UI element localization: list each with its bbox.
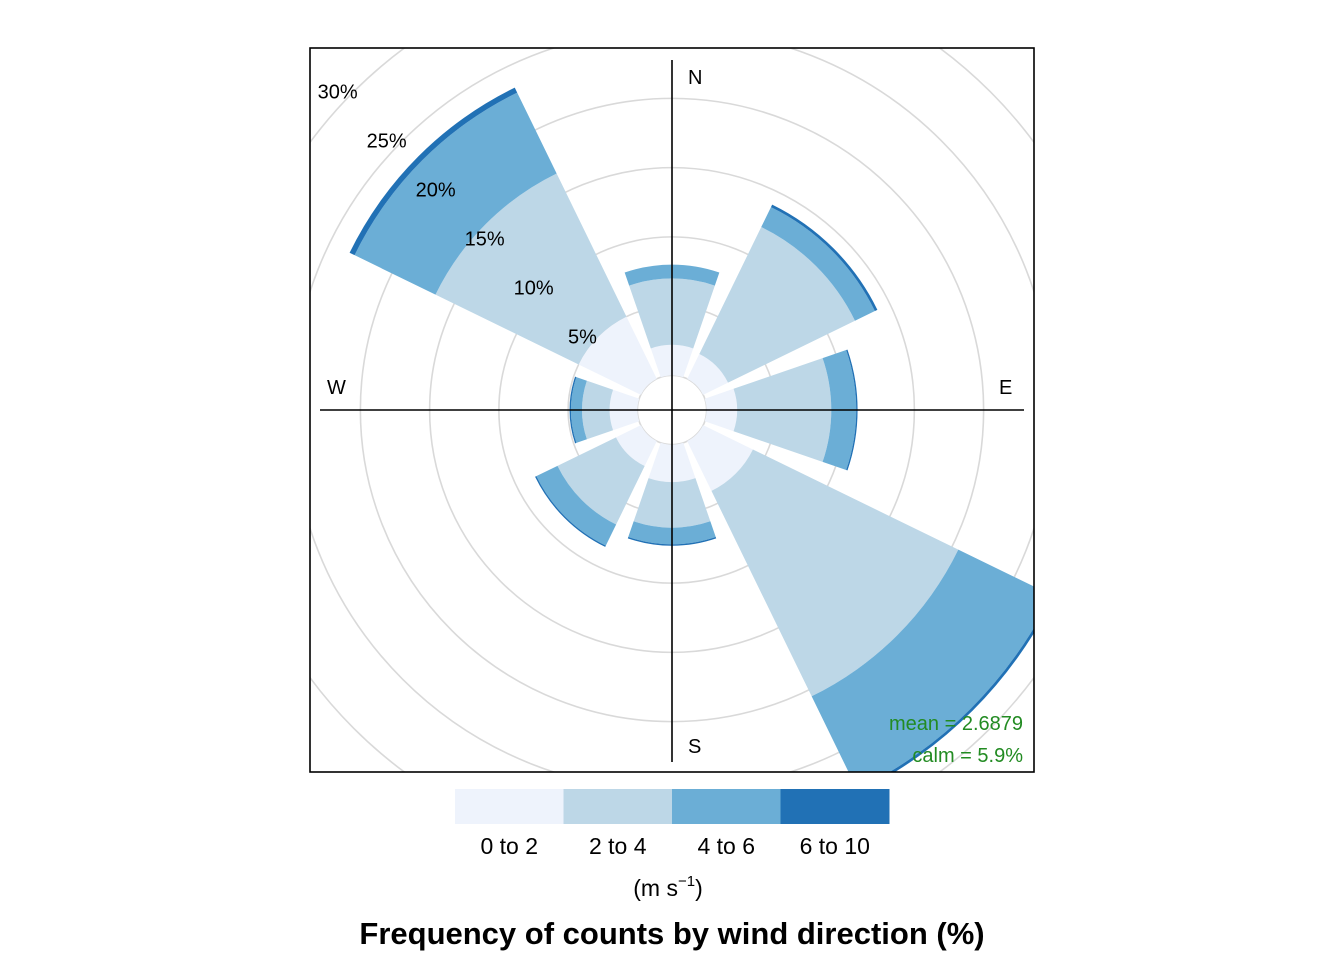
legend-swatch-1 [455,789,564,824]
unit-label: (m s−1) [633,873,703,901]
ring-label-30: 30% [318,82,358,104]
ring-label-10: 10% [514,278,554,300]
compass-axes [320,60,1024,762]
wedge-135deg-bin-3 [811,549,1034,772]
wedge-225deg-bin-1 [615,425,657,467]
legend-swatch-4 [780,789,890,824]
ring-label-15: 15% [465,229,505,251]
ring-label-20: 20% [416,180,456,202]
legend-swatch-3 [672,789,781,824]
compass-west: W [327,377,346,399]
legend-swatch-2 [563,789,673,824]
legend-label-1: 0 to 2 [480,833,538,859]
calm-percent-label: calm = 5.9% [912,745,1023,767]
ring-labels: 5% 10% 15% 20% 25% 30% [318,82,597,349]
wedge-45deg-bin-3 [761,207,875,321]
wedge-315deg-bin-1 [578,316,657,395]
compass-east: E [999,377,1012,399]
chart-title: Frequency of counts by wind direction (%… [359,916,984,951]
panel-border [309,47,1035,773]
wedge-45deg-bin-1 [687,353,729,395]
wedge-225deg-bin-2 [557,437,645,525]
compass-south: S [688,736,701,758]
wedge-135deg-bin-2 [711,449,959,697]
wedge-225deg-bin-3 [536,465,617,546]
legend-label-3: 4 to 6 [697,833,755,859]
wedge-45deg-bin-2 [699,227,855,383]
wedge-90deg-bin-4 [846,349,858,471]
wedge-135deg-bin-1 [687,425,753,491]
wedge-315deg-bin-3 [354,92,557,295]
wedge-270deg-bin-4 [569,376,577,444]
legend-label-2: 2 to 4 [589,833,647,859]
ring-label-25: 25% [367,131,407,153]
ring-label-5: 5% [568,327,597,349]
wedge-315deg-bin-2 [435,173,627,365]
wedge-180deg-bin-4 [627,537,717,546]
mean-speed-label: mean = 2.6879 [889,713,1023,735]
legend-label-4: 6 to 10 [800,833,870,859]
wind-wedges [349,87,1034,772]
speed-legend: 0 to 2 2 to 4 4 to 6 6 to 10 [455,789,890,859]
compass-north: N [688,67,702,89]
